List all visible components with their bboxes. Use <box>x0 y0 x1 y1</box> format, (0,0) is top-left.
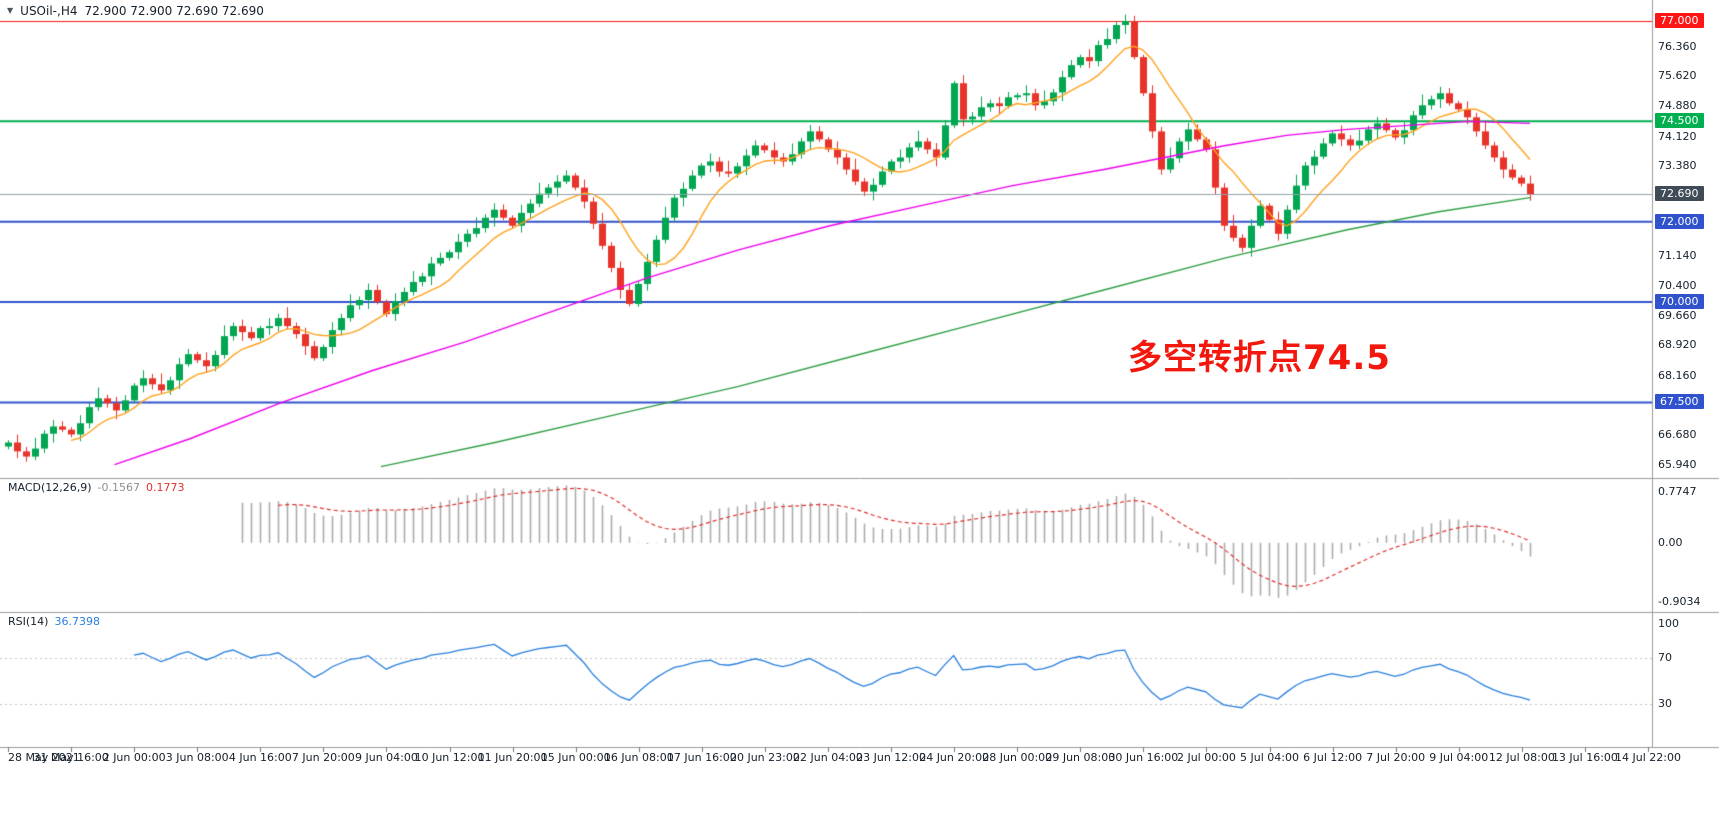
price-chart-canvas[interactable] <box>0 0 1719 837</box>
trading-chart-window: ▼ USOil-,H4 72.900 72.900 72.690 72.690 … <box>0 0 1719 837</box>
